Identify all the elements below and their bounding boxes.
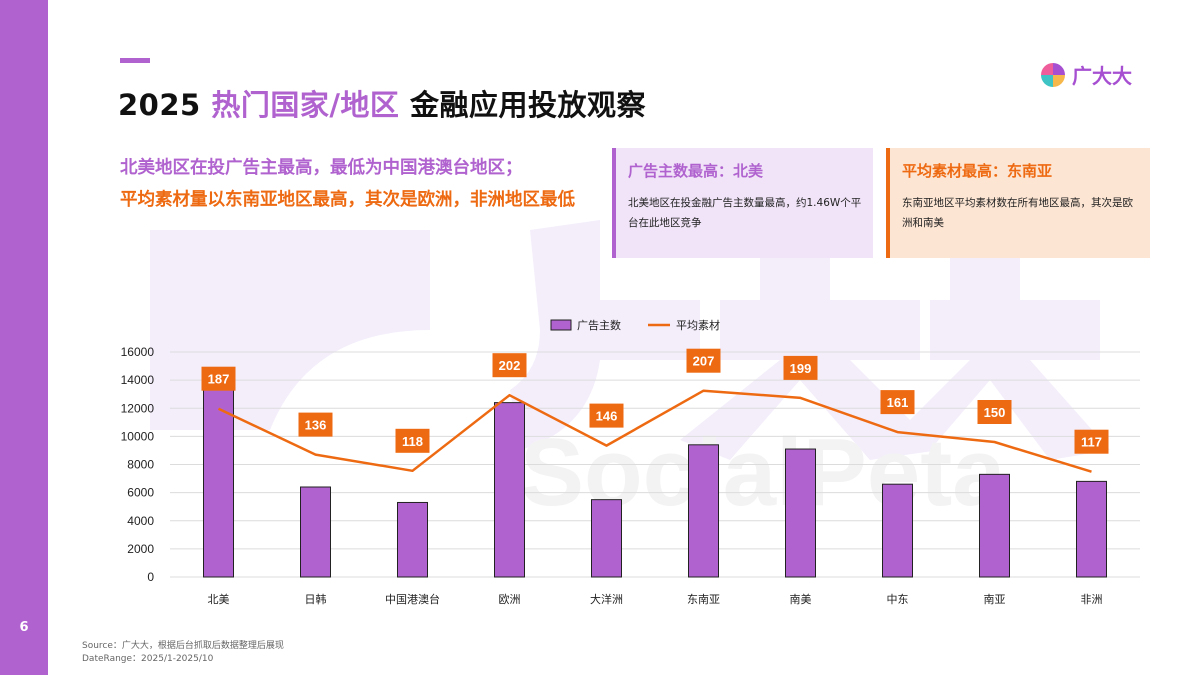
data-label-bg bbox=[201, 366, 236, 391]
logo-icon bbox=[1041, 62, 1065, 87]
bar bbox=[397, 501, 428, 578]
data-label-bg bbox=[783, 355, 818, 380]
y-tick-label: 14000 bbox=[121, 373, 155, 387]
y-tick-label: 10000 bbox=[121, 429, 155, 443]
card-body: 北美地区在投金融广告主数量最高，约1.46W个平台在此地区竞争 bbox=[628, 197, 862, 229]
data-label: 117 bbox=[1081, 435, 1102, 450]
data-label-bg bbox=[880, 390, 915, 415]
source-note: Source：广大大，根据后台抓取后数据整理后展现 DateRange：2025… bbox=[82, 640, 284, 666]
x-tick-label: 日韩 bbox=[305, 592, 327, 606]
x-tick-label: 南美 bbox=[790, 593, 812, 606]
insight-card-advertisers: 广告主数最高：北美 北美地区在投金融广告主数量最高，约1.46W个平台在此地区竞… bbox=[612, 148, 873, 258]
y-tick-label: 4000 bbox=[127, 514, 154, 528]
x-tick-label: 非洲 bbox=[1081, 593, 1103, 606]
data-label: 150 bbox=[984, 405, 1006, 420]
y-tick-label: 8000 bbox=[127, 458, 154, 472]
data-label: 118 bbox=[402, 434, 423, 449]
page-title: 2025 热门国家/地区 金融应用投放观察 bbox=[118, 82, 646, 124]
summary-text: 北美地区在投广告主最高，最低为中国港澳台地区； 平均素材量以东南亚地区最高，其次… bbox=[120, 152, 590, 216]
side-accent-bar bbox=[0, 0, 48, 675]
data-label-bg bbox=[977, 400, 1012, 424]
bar bbox=[979, 473, 1010, 578]
data-label: 136 bbox=[305, 418, 327, 433]
data-label-bg bbox=[395, 428, 430, 453]
bar bbox=[494, 402, 525, 578]
data-label: 146 bbox=[596, 409, 618, 424]
data-label-bg bbox=[492, 353, 527, 378]
data-label: 202 bbox=[499, 358, 521, 373]
data-label-bg bbox=[589, 403, 624, 428]
bar bbox=[203, 371, 234, 578]
legend-bar-swatch bbox=[550, 319, 572, 331]
bar bbox=[1076, 480, 1107, 578]
x-tick-label: 东南亚 bbox=[687, 593, 720, 606]
title-highlight: 热门国家/地区 bbox=[211, 88, 400, 122]
legend-label-avg-creatives: 平均素材 bbox=[676, 318, 720, 332]
y-tick-label: 12000 bbox=[121, 401, 155, 415]
bar bbox=[785, 448, 816, 578]
brand-logo: 广大大 bbox=[1040, 60, 1132, 89]
card-body: 东南亚地区平均素材数在所有地区最高，其次是欧洲和南美 bbox=[902, 197, 1133, 229]
card-title: 平均素材最高：东南亚 bbox=[902, 162, 1053, 180]
logo-text: 广大大 bbox=[1072, 64, 1132, 88]
data-label: 199 bbox=[790, 361, 812, 376]
y-tick-label: 2000 bbox=[127, 542, 154, 556]
x-tick-label: 欧洲 bbox=[499, 593, 521, 606]
page-number: 6 bbox=[19, 620, 29, 635]
bar bbox=[882, 483, 913, 578]
line-series-avg-creatives bbox=[217, 389, 1092, 473]
data-label: 207 bbox=[693, 354, 715, 369]
title-rest: 金融应用投放观察 bbox=[410, 88, 647, 122]
source-line: Source：广大大，根据后台抓取后数据整理后展现 bbox=[82, 641, 284, 651]
y-tick-label: 16000 bbox=[121, 345, 155, 359]
bar bbox=[591, 499, 622, 578]
x-tick-label: 中国港澳台 bbox=[385, 592, 440, 606]
title-accent-dash bbox=[120, 58, 150, 63]
x-tick-label: 大洋洲 bbox=[590, 592, 623, 606]
summary-line-creatives: 平均素材量以东南亚地区最高，其次是欧洲，非洲地区最低 bbox=[120, 190, 575, 210]
legend-label-advertisers: 广告主数 bbox=[577, 319, 621, 332]
data-label: 187 bbox=[208, 372, 230, 387]
data-label-bg bbox=[1074, 429, 1109, 454]
data-label: 161 bbox=[887, 395, 909, 410]
data-label-bg bbox=[298, 412, 333, 437]
x-tick-label: 北美 bbox=[208, 593, 230, 606]
x-tick-label: 南亚 bbox=[984, 593, 1006, 606]
bar bbox=[300, 486, 331, 578]
summary-line-advertisers: 北美地区在投广告主最高，最低为中国港澳台地区； bbox=[120, 158, 523, 178]
card-title: 广告主数最高：北美 bbox=[628, 162, 764, 180]
date-range-line: DateRange：2025/1-2025/10 bbox=[82, 654, 214, 664]
y-tick-label: 6000 bbox=[127, 486, 154, 500]
data-label-bg bbox=[686, 348, 721, 373]
insight-card-creatives: 平均素材最高：东南亚 东南亚地区平均素材数在所有地区最高，其次是欧洲和南美 bbox=[886, 148, 1150, 258]
x-tick-label: 中东 bbox=[887, 593, 909, 606]
y-tick-label: 0 bbox=[147, 570, 154, 584]
bar bbox=[688, 444, 719, 578]
title-year: 2025 bbox=[118, 88, 201, 122]
